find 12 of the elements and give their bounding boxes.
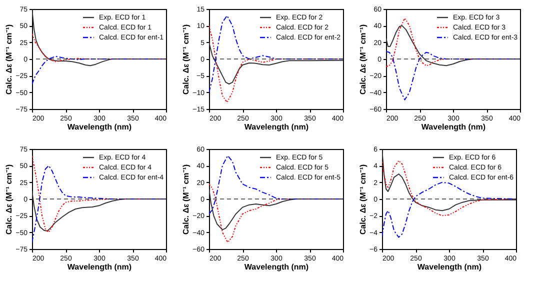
y-axis-title: Calc. Δε (M⁻¹ cm⁻¹) xyxy=(4,24,14,95)
x-axis-title: Wavelength (nm) xyxy=(244,122,309,132)
y-axis-title: Calc. Δε (M⁻¹ cm⁻¹) xyxy=(182,164,191,235)
y-axis-title: Calc. Δε (M⁻¹ cm⁻¹) xyxy=(182,24,191,95)
x-axis-title: Wavelength (nm) xyxy=(67,262,132,272)
x-axis-title: Wavelength (nm) xyxy=(244,262,309,272)
y-axis-title: Calc. Δε (M⁻¹ cm⁻¹) xyxy=(358,164,368,235)
x-axis-title: Wavelength (nm) xyxy=(421,122,486,132)
y-axis-title: Calc. Δε (M⁻¹ cm⁻¹) xyxy=(358,24,368,95)
x-axis-title: Wavelength (nm) xyxy=(417,262,482,272)
x-axis-title: Wavelength (nm) xyxy=(67,122,132,132)
y-axis-title: Calc. Δε (M⁻¹ cm⁻¹) xyxy=(4,164,14,235)
